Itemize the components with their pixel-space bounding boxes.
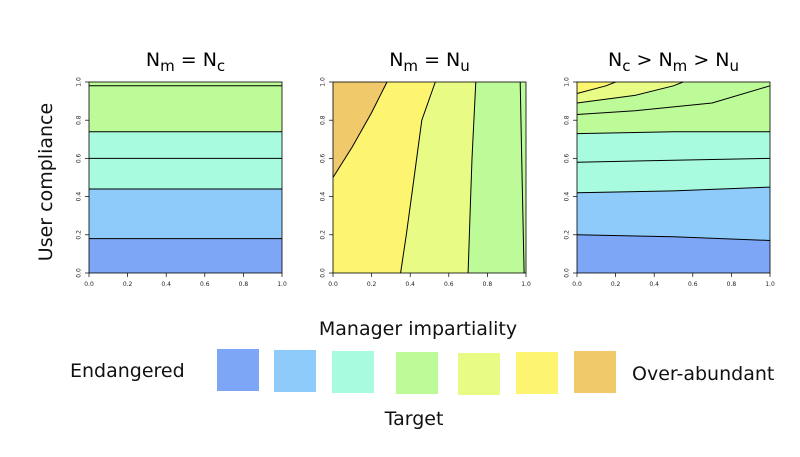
legend-swatch (396, 352, 438, 394)
contour-line (519, 81, 525, 274)
plot-frame (332, 81, 527, 274)
x-tick-label: 1.0 (277, 281, 287, 288)
legend-swatch (516, 352, 558, 394)
panel-3: 0.0 0.2 0.4 0.6 0.8 1.0 0.0 0.2 0.4 0.6 0.8 1.0 Nc >… (564, 49, 775, 288)
x-tick-label: 0.6 (444, 281, 454, 288)
contour-line (576, 81, 616, 94)
legend-swatch (274, 350, 316, 392)
contour-region (89, 131, 282, 189)
y-tick-label: 0.8 (320, 115, 327, 125)
panel-title: Nm = Nc (146, 49, 225, 75)
contour-region (577, 234, 770, 273)
panel-2: 0.0 0.2 0.4 0.6 0.8 1.0 0.0 0.2 0.4 0.6 0.8 1.0 Nm =… (320, 49, 531, 288)
x-tick-label: 0.0 (572, 281, 582, 288)
contour-line (576, 186, 771, 194)
y-tick-label: 1.0 (564, 77, 571, 87)
legend-swatch (332, 351, 374, 393)
y-tick-label: 1.0 (320, 77, 327, 87)
y-tick-label: 0.0 (564, 268, 571, 278)
panel-title: Nc > Nm > Nu (608, 49, 739, 75)
x-tick-label: 0.2 (123, 281, 133, 288)
x-tick-label: 1.0 (765, 281, 775, 288)
y-tick-label: 0.2 (320, 230, 327, 240)
y-tick-label: 0.8 (76, 115, 83, 125)
y-tick-label: 0.4 (76, 192, 83, 202)
x-tick-label: 0.6 (688, 281, 698, 288)
y-tick-label: 0.0 (320, 268, 327, 278)
legend-title: Target (384, 408, 444, 430)
x-tick-label: 0.4 (161, 281, 171, 288)
x-tick-label: 0.8 (483, 281, 493, 288)
y-tick-label: 0.6 (564, 153, 571, 163)
y-tick-label: 0.0 (76, 268, 83, 278)
contour-line (332, 81, 388, 178)
y-tick-label: 0.2 (76, 230, 83, 240)
x-tick-label: 0.2 (611, 281, 621, 288)
contour-region (577, 82, 684, 104)
x-tick-label: 0.6 (200, 281, 210, 288)
legend-swatch (217, 349, 259, 391)
y-tick-label: 0.6 (76, 153, 83, 163)
y-tick-label: 0.8 (564, 115, 571, 125)
x-axis-label: Manager impartiality (318, 318, 518, 340)
plot-frame (576, 81, 771, 274)
contour-line (576, 131, 770, 135)
legend-swatch (574, 351, 616, 393)
y-tick-label: 0.4 (320, 192, 327, 202)
x-tick-label: 0.8 (727, 281, 737, 288)
y-axis-label: User compliance (35, 102, 57, 262)
contour-line (467, 81, 477, 274)
x-tick-label: 0.0 (84, 281, 94, 288)
contour-region (89, 82, 282, 132)
y-tick-label: 0.2 (564, 230, 571, 240)
x-tick-label: 0.4 (405, 281, 415, 288)
x-tick-label: 1.0 (521, 281, 531, 288)
contour-line (576, 81, 684, 104)
legend-swatch (458, 353, 500, 395)
legend-left-label: Endangered (70, 360, 185, 382)
panel-title: Nm = Nu (389, 49, 470, 75)
contour-line (576, 234, 771, 241)
legend-right-label: Over-abundant (632, 363, 775, 385)
contour-line (576, 85, 771, 115)
contour-line (576, 157, 771, 163)
contour-region (577, 187, 770, 241)
y-tick-label: 0.4 (564, 192, 571, 202)
y-tick-label: 0.6 (320, 153, 327, 163)
x-tick-label: 0.0 (328, 281, 338, 288)
x-tick-label: 0.4 (649, 281, 659, 288)
contour-region (333, 82, 388, 178)
contour-region (577, 131, 770, 193)
x-tick-label: 0.8 (239, 281, 249, 288)
contour-region (468, 82, 526, 273)
contour-region (89, 238, 282, 273)
y-tick-label: 1.0 (76, 77, 83, 87)
panel-1: 0.0 0.2 0.4 0.6 0.8 1.0 0.0 0.2 0.4 0.6 0.8 1.0 Nm =… (76, 49, 287, 288)
plot-frame (88, 81, 283, 274)
x-tick-label: 0.2 (367, 281, 377, 288)
contour-line (400, 81, 436, 274)
contour-region (89, 188, 282, 239)
contour-region (400, 82, 476, 273)
